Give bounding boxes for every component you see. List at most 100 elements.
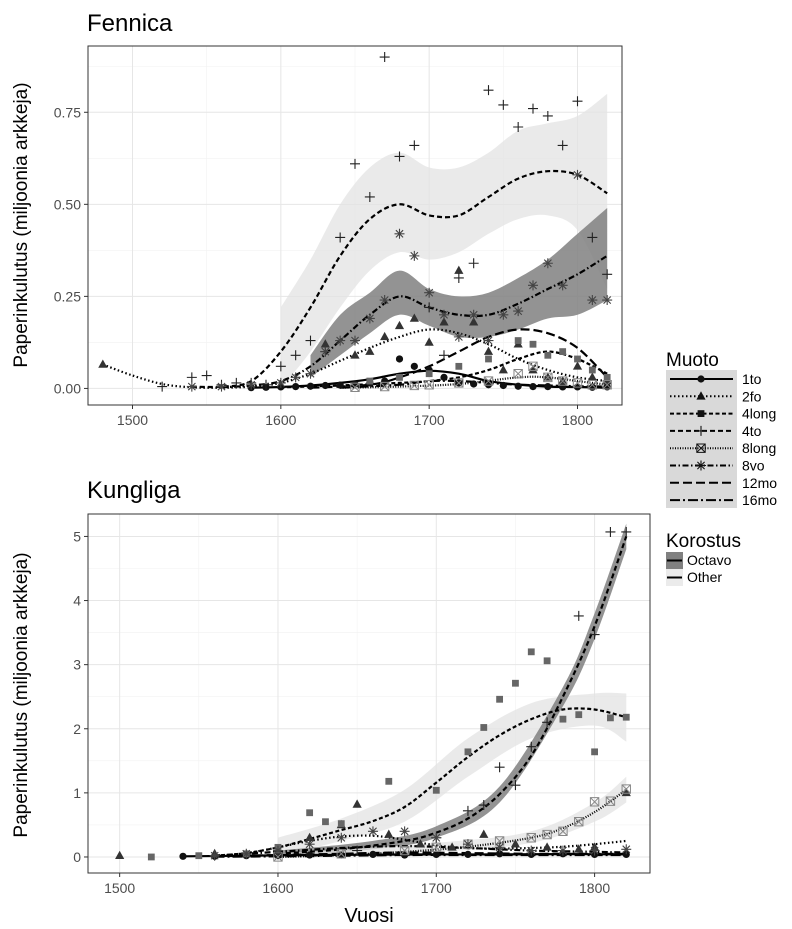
y-tick-label: 3 [73, 657, 81, 673]
y-tick-label: 5 [73, 528, 81, 544]
point-2fo [483, 346, 494, 355]
point-8long [379, 381, 390, 392]
point-4long [574, 355, 581, 363]
legend-key-marker-8vo [696, 460, 706, 471]
point-4to [468, 258, 479, 269]
point-4to [478, 800, 489, 811]
point-1to [410, 362, 418, 370]
point-4long [622, 713, 630, 721]
point-1to [622, 850, 630, 859]
x-tick-label: 1500 [104, 880, 135, 896]
point-2fo [528, 365, 538, 374]
point-1to [321, 381, 329, 390]
fit-line-8long [340, 375, 608, 389]
point-8long [350, 382, 360, 393]
point-8vo [209, 850, 220, 861]
point-2fo [352, 799, 362, 808]
point-8vo [290, 372, 301, 383]
point-4long [527, 648, 535, 656]
legend-label-other: Other [687, 569, 722, 585]
point-8long [431, 842, 441, 853]
point-8long [558, 826, 568, 837]
point-2fo [587, 372, 597, 381]
point-1to [179, 852, 187, 860]
point-1to [544, 382, 552, 391]
point-4long [485, 355, 492, 363]
point-4long [603, 373, 611, 381]
point-4to [409, 140, 420, 151]
point-2fo [574, 844, 584, 853]
point-4to [589, 629, 600, 640]
point-2fo [621, 787, 631, 797]
point-8long [273, 852, 283, 862]
legend-label-8vo: 8vo [742, 458, 765, 474]
point-8vo [526, 845, 537, 856]
point-4to [605, 526, 616, 537]
point-4long [464, 748, 472, 756]
point-8long [399, 845, 410, 856]
point-8vo [275, 377, 286, 388]
point-8long [543, 372, 553, 383]
point-2fo [454, 265, 464, 274]
legend-key-marker-4to [696, 425, 706, 436]
legend-key-marker-1to [697, 375, 705, 383]
point-8vo [399, 826, 410, 837]
point-4long [588, 366, 596, 374]
legend-key-marker-4long [697, 410, 705, 417]
point-1to [369, 850, 377, 859]
point-8vo [241, 848, 252, 859]
panel-title-fennica: Fennica [87, 10, 173, 37]
point-4to [513, 122, 524, 133]
point-1to [306, 851, 314, 859]
point-8vo [364, 313, 375, 324]
point-8vo [431, 832, 442, 843]
legend-label-4long: 4long [742, 406, 776, 422]
point-2fo [350, 350, 360, 359]
point-4to [510, 780, 521, 791]
point-8long [602, 380, 612, 390]
legend-label-2fo: 2fo [742, 388, 762, 404]
point-1to [514, 382, 522, 390]
point-2fo [510, 839, 521, 848]
point-4long [306, 809, 314, 817]
x-tick-label: 1700 [421, 880, 452, 896]
point-8vo [320, 346, 331, 357]
point-4long [496, 695, 504, 703]
point-8vo [335, 335, 346, 346]
point-4to [602, 269, 613, 280]
point-4long [480, 724, 488, 731]
point-8vo [557, 280, 568, 291]
point-8long [526, 833, 536, 843]
point-1to [529, 382, 537, 391]
point-8vo [409, 250, 420, 261]
point-4to [261, 379, 271, 390]
point-4to [157, 381, 168, 392]
point-8long [605, 796, 616, 806]
point-8long [409, 380, 420, 391]
point-4long [425, 370, 433, 378]
confidence-band-8vo [310, 208, 608, 378]
point-2fo [115, 850, 125, 859]
point-4to [498, 99, 509, 110]
confidence-band-4to [280, 93, 608, 389]
plot-panel-fennica: 1500 1600 1700 1800 0.00 0.25 0.50 0.75 [54, 45, 623, 428]
point-1to [306, 382, 315, 390]
point-4long [559, 715, 567, 723]
point-2fo [572, 361, 583, 370]
x-tick-label: 1500 [117, 412, 148, 428]
point-2fo [469, 317, 479, 326]
legend-label-1to: 1to [742, 371, 762, 387]
point-4long [543, 657, 551, 665]
legend-label-4to: 4to [742, 423, 762, 439]
legend-muoto-title: Muoto [666, 350, 719, 371]
point-8vo [216, 381, 227, 392]
point-4long [455, 362, 463, 370]
legend-label-octavo: Octavo [687, 552, 732, 568]
point-8long [336, 849, 346, 859]
point-8vo [394, 228, 405, 239]
point-8vo [424, 287, 435, 298]
point-2fo [447, 842, 457, 851]
point-4to [557, 140, 568, 151]
point-2fo [424, 337, 434, 346]
point-2fo [542, 842, 552, 851]
